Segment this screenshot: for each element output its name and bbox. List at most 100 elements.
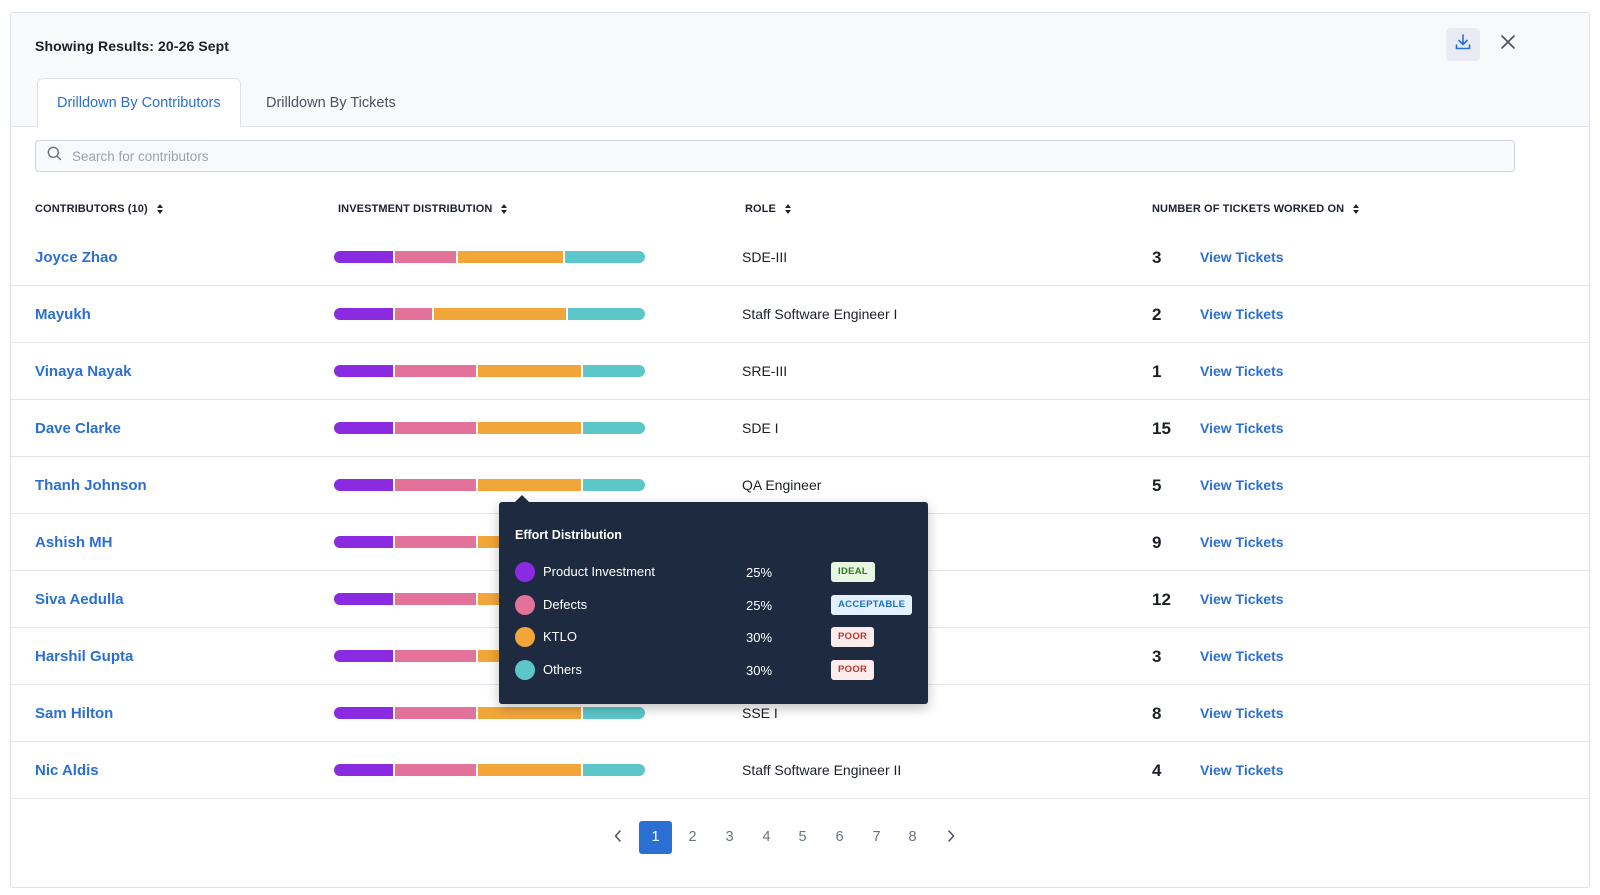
- distribution-segment[interactable]: [433, 308, 566, 320]
- view-tickets-link[interactable]: View Tickets: [1200, 420, 1284, 436]
- distribution-segment[interactable]: [478, 707, 581, 719]
- page-button[interactable]: 3: [725, 829, 734, 845]
- distribution-segment[interactable]: [395, 593, 477, 605]
- view-tickets-link[interactable]: View Tickets: [1200, 705, 1284, 721]
- contributor-name-link[interactable]: Harshil Gupta: [35, 648, 134, 665]
- page-button[interactable]: 5: [798, 829, 807, 845]
- tooltip-item: KTLO 30% POOR: [515, 627, 915, 647]
- contributor-name-link[interactable]: Ashish MH: [35, 534, 113, 551]
- contributor-name-link[interactable]: Dave Clarke: [35, 420, 121, 437]
- investment-distribution-bar[interactable]: [334, 479, 645, 491]
- distribution-segment[interactable]: [334, 479, 394, 491]
- role-cell: SRE-III: [742, 363, 788, 379]
- contributor-name-link[interactable]: Mayukh: [35, 306, 91, 323]
- tab-drilldown-tickets[interactable]: Drilldown By Tickets: [266, 95, 396, 111]
- distribution-segment[interactable]: [395, 365, 477, 377]
- distribution-segment[interactable]: [582, 707, 645, 719]
- view-tickets-link[interactable]: View Tickets: [1200, 306, 1284, 322]
- tickets-count: 3: [1152, 647, 1162, 666]
- investment-distribution-bar[interactable]: [334, 422, 645, 434]
- tickets-count: 5: [1152, 476, 1162, 495]
- distribution-segment[interactable]: [334, 707, 394, 719]
- view-tickets-link[interactable]: View Tickets: [1200, 591, 1284, 607]
- investment-distribution-bar[interactable]: [334, 365, 645, 377]
- view-tickets-link[interactable]: View Tickets: [1200, 249, 1284, 265]
- distribution-segment[interactable]: [458, 251, 563, 263]
- tooltip-item-percent: 30%: [746, 630, 773, 645]
- search-input[interactable]: [72, 148, 1472, 164]
- investment-distribution-bar[interactable]: [334, 764, 645, 776]
- contributor-name-link[interactable]: Sam Hilton: [35, 705, 114, 722]
- view-tickets-link[interactable]: View Tickets: [1200, 477, 1284, 493]
- search-box[interactable]: [35, 140, 1515, 172]
- distribution-segment[interactable]: [564, 251, 645, 263]
- results-title: Showing Results: 20-26 Sept: [35, 38, 230, 54]
- distribution-segment[interactable]: [334, 251, 393, 263]
- page-button[interactable]: 8: [908, 829, 917, 845]
- download-button[interactable]: [1446, 28, 1480, 61]
- tooltip-item-label: KTLO: [543, 629, 577, 644]
- column-header-role[interactable]: ROLE: [745, 203, 791, 215]
- investment-distribution-bar[interactable]: [334, 707, 645, 719]
- contributor-name-link[interactable]: Nic Aldis: [35, 762, 99, 779]
- page-button[interactable]: 6: [835, 829, 844, 845]
- sort-icon: [156, 204, 163, 214]
- page-button[interactable]: 2: [688, 829, 697, 845]
- distribution-segment[interactable]: [334, 308, 393, 320]
- column-header-label: INVESTMENT DISTRIBUTION: [338, 203, 493, 215]
- role-cell: SDE I: [742, 420, 779, 436]
- distribution-segment[interactable]: [582, 764, 645, 776]
- contributor-name-link[interactable]: Vinaya Nayak: [35, 363, 132, 380]
- tooltip-item-label: Product Investment: [543, 564, 655, 579]
- tooltip-item-percent: 25%: [746, 598, 773, 613]
- distribution-segment[interactable]: [567, 308, 645, 320]
- distribution-segment[interactable]: [582, 365, 645, 377]
- investment-distribution-bar[interactable]: [334, 308, 645, 320]
- distribution-segment[interactable]: [395, 707, 477, 719]
- contributor-name-link[interactable]: Thanh Johnson: [35, 477, 147, 494]
- distribution-segment[interactable]: [478, 365, 581, 377]
- distribution-segment[interactable]: [582, 479, 645, 491]
- next-page-button[interactable]: [939, 821, 963, 854]
- distribution-segment[interactable]: [334, 536, 394, 548]
- distribution-segment[interactable]: [478, 764, 581, 776]
- distribution-segment[interactable]: [334, 593, 394, 605]
- page-button[interactable]: 4: [762, 829, 771, 845]
- distribution-segment[interactable]: [395, 536, 477, 548]
- view-tickets-link[interactable]: View Tickets: [1200, 363, 1284, 379]
- distribution-segment[interactable]: [395, 650, 477, 662]
- table-row: Sam Hilton SSE I 8 View Tickets: [11, 685, 1589, 742]
- contributor-name-link[interactable]: Joyce Zhao: [35, 249, 118, 266]
- distribution-segment[interactable]: [334, 650, 394, 662]
- column-header-investment[interactable]: INVESTMENT DISTRIBUTION: [338, 203, 508, 215]
- view-tickets-link[interactable]: View Tickets: [1200, 534, 1284, 550]
- distribution-segment[interactable]: [395, 479, 477, 491]
- distribution-segment[interactable]: [334, 365, 394, 377]
- column-header-tickets[interactable]: NUMBER OF TICKETS WORKED ON: [1152, 203, 1360, 215]
- distribution-segment[interactable]: [394, 251, 457, 263]
- tab-drilldown-contributors[interactable]: Drilldown By Contributors: [37, 78, 241, 128]
- role-cell: SSE I: [742, 705, 778, 721]
- page-button[interactable]: 1: [639, 821, 672, 854]
- distribution-segment[interactable]: [394, 308, 432, 320]
- view-tickets-link[interactable]: View Tickets: [1200, 762, 1284, 778]
- distribution-segment[interactable]: [478, 479, 581, 491]
- view-tickets-link[interactable]: View Tickets: [1200, 648, 1284, 664]
- tickets-count: 12: [1152, 590, 1171, 609]
- search-icon: [47, 146, 62, 166]
- distribution-segment[interactable]: [395, 764, 477, 776]
- distribution-segment[interactable]: [334, 764, 394, 776]
- drilldown-panel: Showing Results: 20-26 Sept Drilldown By…: [10, 12, 1590, 888]
- contributor-name-link[interactable]: Siva Aedulla: [35, 591, 124, 608]
- column-header-contributors[interactable]: CONTRIBUTORS (10): [35, 203, 163, 215]
- distribution-segment[interactable]: [582, 422, 645, 434]
- tooltip-item: Product Investment 25% IDEAL: [515, 562, 915, 582]
- page-button[interactable]: 7: [872, 829, 881, 845]
- prev-page-button[interactable]: [606, 821, 630, 854]
- distribution-segment[interactable]: [334, 422, 394, 434]
- distribution-segment[interactable]: [395, 422, 477, 434]
- distribution-segment[interactable]: [478, 422, 581, 434]
- tooltip-item-percent: 30%: [746, 663, 773, 678]
- close-button[interactable]: [1491, 28, 1525, 61]
- investment-distribution-bar[interactable]: [334, 251, 645, 263]
